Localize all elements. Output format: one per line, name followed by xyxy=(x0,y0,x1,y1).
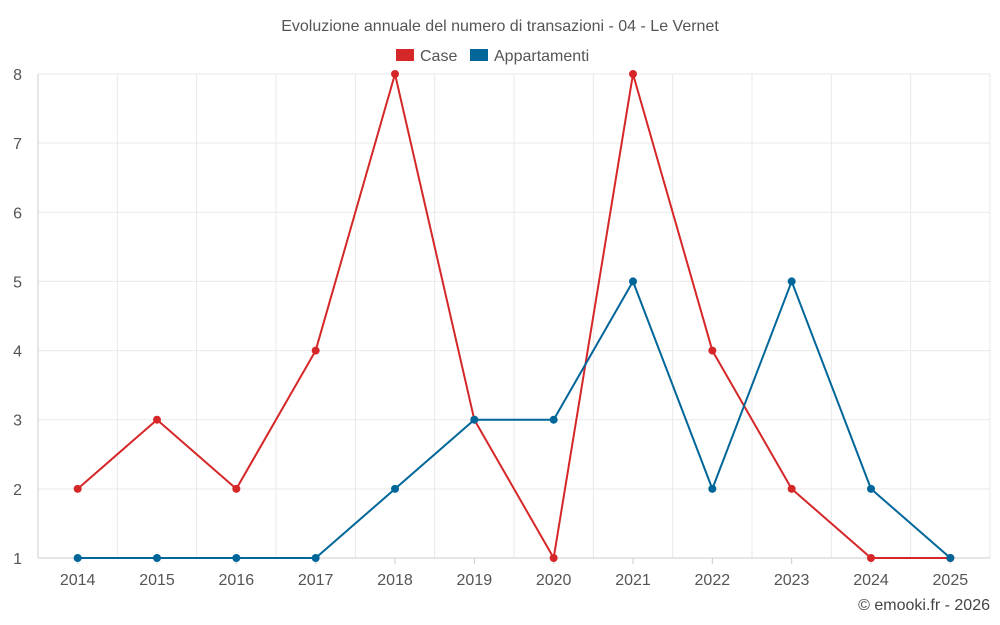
y-tick-label: 6 xyxy=(13,205,22,222)
y-tick-label: 1 xyxy=(13,551,22,568)
data-point-appartamenti xyxy=(708,484,717,493)
data-point-appartamenti xyxy=(391,484,399,493)
y-tick-label: 5 xyxy=(13,274,22,291)
legend-swatch-case xyxy=(396,49,414,61)
y-tick-label: 7 xyxy=(13,136,22,153)
data-point-case xyxy=(73,484,82,493)
data-point-appartamenti xyxy=(470,415,479,424)
data-point-case xyxy=(629,70,637,78)
series-line-case xyxy=(76,73,952,559)
y-tick-label: 2 xyxy=(13,482,22,499)
data-point-appartamenti xyxy=(232,554,241,562)
x-tick-label: 2016 xyxy=(219,572,255,589)
data-point-case xyxy=(391,70,399,78)
chart-title: Evoluzione annuale del numero di transaz… xyxy=(281,18,719,35)
x-tick-label: 2018 xyxy=(377,572,413,589)
series-appartamenti xyxy=(73,277,955,562)
x-tick-label: 2025 xyxy=(933,572,969,589)
data-point-case xyxy=(787,484,796,493)
x-tick-label: 2017 xyxy=(298,572,334,589)
series-case xyxy=(73,70,955,562)
x-tick-label: 2020 xyxy=(536,572,572,589)
legend-label-appartamenti[interactable]: Appartamenti xyxy=(494,48,589,65)
y-tick-label: 8 xyxy=(13,67,22,84)
data-point-appartamenti xyxy=(787,277,796,286)
x-tick-label: 2024 xyxy=(853,572,889,589)
data-point-appartamenti xyxy=(867,484,875,493)
x-tick-label: 2019 xyxy=(457,572,493,589)
x-tick-label: 2022 xyxy=(695,572,731,589)
data-point-case xyxy=(153,415,161,424)
data-point-appartamenti xyxy=(153,554,161,562)
data-point-case xyxy=(708,346,717,355)
axes: 1 2 3 4 5 6 7 8 2014 2015 2016 2017 2018 2019 2020 2021… xyxy=(13,67,990,589)
y-tick-label: 4 xyxy=(13,344,22,361)
legend-label-case[interactable]: Case xyxy=(420,48,457,65)
data-point-case xyxy=(867,554,875,562)
legend: Case Appartamenti xyxy=(396,48,589,65)
series-line-appartamenti xyxy=(76,280,952,559)
data-point-appartamenti xyxy=(311,554,320,562)
data-point-case xyxy=(232,484,241,493)
y-tick-label: 3 xyxy=(13,413,22,430)
grid xyxy=(38,73,991,558)
x-tick-label: 2023 xyxy=(774,572,810,589)
x-tick-label: 2021 xyxy=(615,572,651,589)
data-point-case xyxy=(311,346,320,355)
x-tick-label: 2015 xyxy=(139,572,175,589)
data-point-appartamenti xyxy=(549,415,558,424)
data-point-case xyxy=(549,554,558,562)
legend-swatch-appartamenti xyxy=(470,49,488,61)
x-tick-label: 2014 xyxy=(60,572,96,589)
series-group xyxy=(73,70,955,562)
data-point-appartamenti xyxy=(629,277,637,286)
data-point-appartamenti xyxy=(946,554,955,562)
credit-text: © emooki.fr - 2026 xyxy=(858,597,990,614)
data-point-appartamenti xyxy=(73,554,82,562)
